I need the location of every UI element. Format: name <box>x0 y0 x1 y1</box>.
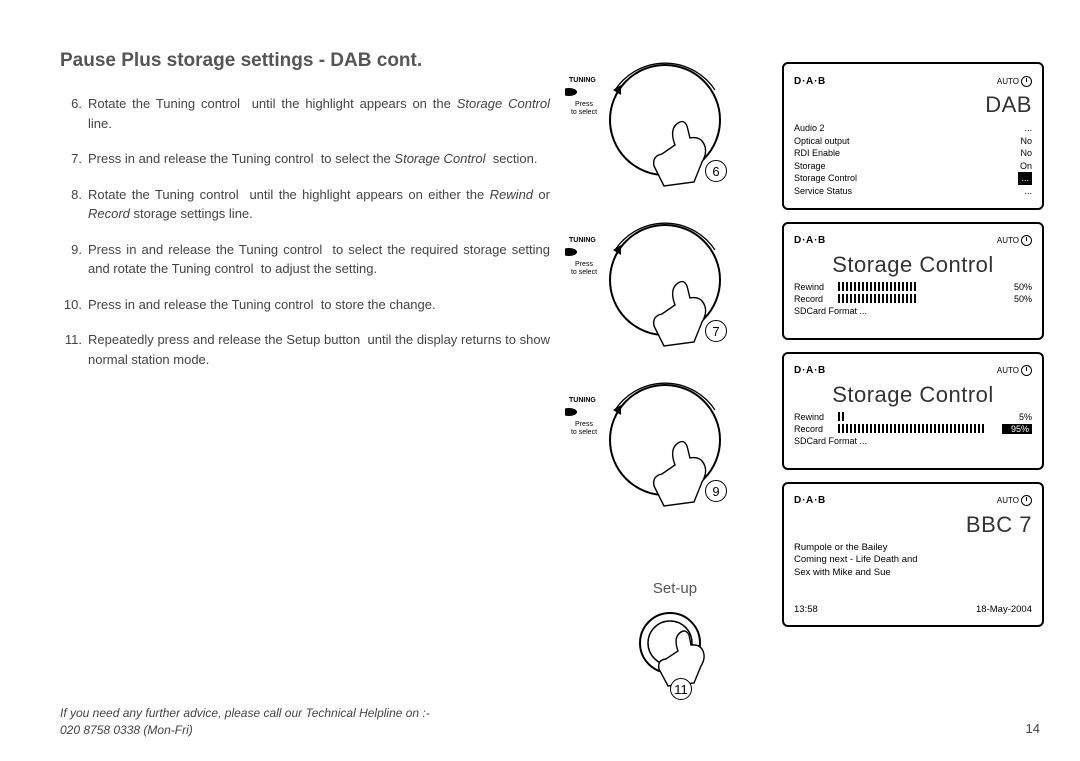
step-num: 11. <box>60 330 88 369</box>
step-text: Repeatedly press and release the Setup b… <box>88 330 550 369</box>
screen-footer: 13:58 18-May-2004 <box>794 604 1032 615</box>
step-num: 10. <box>60 295 88 315</box>
step-11: 11. Repeatedly press and release the Set… <box>60 330 550 369</box>
auto-icon: AUTO <box>997 76 1032 87</box>
dab-logo: D∙A∙B <box>794 495 826 506</box>
date: 18-May-2004 <box>976 604 1032 615</box>
highlighted-value: ... <box>1018 172 1032 185</box>
setup-block: Set-up 11 <box>600 580 750 730</box>
step-6: 6. Rotate the Tuning control until the h… <box>60 94 550 133</box>
step-9: 9. Press in and release the Tuning contr… <box>60 240 550 279</box>
step-text: Rotate the Tuning control until the high… <box>88 185 550 224</box>
highlighted-pct: 95% <box>1002 424 1032 434</box>
auto-icon: AUTO <box>997 235 1032 246</box>
step-text: Rotate the Tuning control until the high… <box>88 94 550 133</box>
screen-title: Storage Control <box>794 252 1032 278</box>
dial-svg <box>565 375 765 525</box>
step-10: 10. Press in and release the Tuning cont… <box>60 295 550 315</box>
time: 13:58 <box>794 604 818 615</box>
screen-storage-95: D∙A∙B AUTO Storage Control Rewind 5% Rec… <box>782 352 1044 470</box>
setup-label: Set-up <box>600 580 750 597</box>
screen-bbc7: D∙A∙B AUTO BBC 7 Rumpole or the Bailey C… <box>782 482 1044 627</box>
auto-icon: AUTO <box>997 365 1032 376</box>
step-num: 6. <box>60 94 88 133</box>
menu-rows: Audio 2... Optical outputNo RDI EnableNo… <box>794 122 1032 198</box>
step-7: 7. Press in and release the Tuning contr… <box>60 149 550 169</box>
sdcard-row: SDCard Format ... <box>794 306 1032 316</box>
step-badge-7: 7 <box>705 320 727 342</box>
rewind-row: Rewind 5% <box>794 412 1032 422</box>
step-8: 8. Rotate the Tuning control until the h… <box>60 185 550 224</box>
dab-logo: D∙A∙B <box>794 235 826 246</box>
auto-icon: AUTO <box>997 495 1032 506</box>
screens-column: D∙A∙B AUTO DAB Audio 2... Optical output… <box>782 62 1044 639</box>
now-playing: Rumpole or the Bailey Coming next - Life… <box>794 542 1032 580</box>
screen-title: Storage Control <box>794 382 1032 408</box>
tuning-dial-6: TUNING Pressto select 6 <box>565 55 765 205</box>
step-num: 8. <box>60 185 88 224</box>
screen-title: DAB <box>794 92 1032 118</box>
tuning-dial-9: TUNING Pressto select 9 <box>565 375 765 525</box>
footer-helpline: If you need any further advice, please c… <box>60 705 430 739</box>
dial-column: TUNING Pressto select 6 TUNING Pressto s… <box>565 55 765 535</box>
dial-svg <box>565 55 765 205</box>
dial-svg <box>565 215 765 365</box>
step-num: 9. <box>60 240 88 279</box>
screen-dab: D∙A∙B AUTO DAB Audio 2... Optical output… <box>782 62 1044 210</box>
step-text: Press in and release the Tuning control … <box>88 295 550 315</box>
step-text: Press in and release the Tuning control … <box>88 240 550 279</box>
steps-column: 6. Rotate the Tuning control until the h… <box>60 94 550 385</box>
record-row: Record 50% <box>794 294 1032 304</box>
sdcard-row: SDCard Format ... <box>794 436 1032 446</box>
step-text: Press in and release the Tuning control … <box>88 149 550 169</box>
step-badge-9: 9 <box>705 480 727 502</box>
screen-storage-50: D∙A∙B AUTO Storage Control Rewind 50% Re… <box>782 222 1044 340</box>
step-badge-11: 11 <box>670 678 692 700</box>
step-num: 7. <box>60 149 88 169</box>
step-badge-6: 6 <box>705 160 727 182</box>
dab-logo: D∙A∙B <box>794 76 826 87</box>
record-row: Record 95% <box>794 424 1032 434</box>
rewind-row: Rewind 50% <box>794 282 1032 292</box>
screen-title: BBC 7 <box>794 512 1032 538</box>
dab-logo: D∙A∙B <box>794 365 826 376</box>
tuning-dial-7: TUNING Pressto select 7 <box>565 215 765 365</box>
page-number: 14 <box>1026 721 1040 736</box>
